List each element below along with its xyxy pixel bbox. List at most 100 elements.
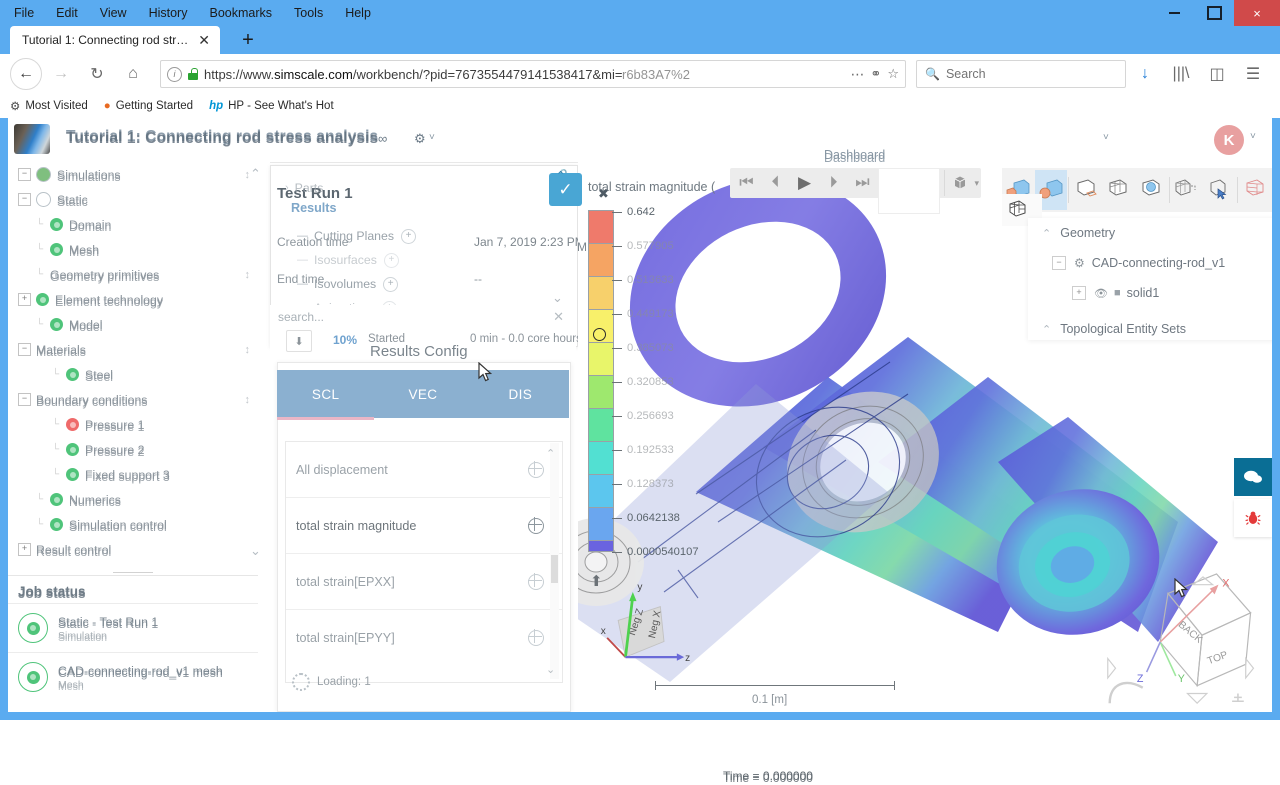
list-scroll-up-icon[interactable]: ⌃ [546, 448, 556, 460]
tree-item-action-icon[interactable]: ↕ [244, 268, 251, 281]
add-icon[interactable]: + [400, 228, 416, 244]
grid-cube-button[interactable] [1002, 194, 1035, 226]
first-frame-button[interactable]: ⏮ [739, 174, 754, 191]
search-row[interactable]: search... ✕ [270, 305, 576, 332]
share-icon[interactable]: ∞ [378, 131, 388, 146]
results-label[interactable]: Results [291, 201, 337, 215]
list-scroll-down-icon[interactable]: ⌄ [546, 664, 556, 676]
maximize-button[interactable] [1194, 0, 1234, 26]
download-button[interactable]: ⬇ [286, 330, 312, 352]
tab-scl[interactable]: SCL [311, 386, 340, 402]
globe-icon[interactable] [527, 461, 544, 478]
back-icon[interactable]: ← [10, 58, 42, 90]
view-cube-icon[interactable] [946, 169, 975, 197]
tree-item-action-icon[interactable]: ↕ [244, 343, 251, 356]
collapse-icon[interactable]: − [18, 168, 31, 181]
previous-frame-button[interactable]: ⏴ [771, 174, 780, 191]
tree-item[interactable]: └ Steel Steel [8, 362, 258, 387]
tree-item[interactable]: └ Pressure 2 Pressure 2 [8, 437, 258, 462]
expand-expander[interactable]: + [1072, 286, 1086, 300]
bookmark-most-visited[interactable]: ⚙ Most Visited [10, 99, 88, 113]
menu-bookmarks[interactable]: Bookmarks [209, 6, 273, 20]
list-item[interactable]: total strain magnitude [286, 498, 562, 554]
bookmark-star-icon[interactable]: ☆ [887, 66, 899, 81]
collapse-icon[interactable]: − [18, 193, 31, 206]
tree-item[interactable]: └ Model Model [8, 312, 258, 337]
surface-button[interactable] [1070, 170, 1103, 210]
field-visible-checkbox[interactable]: ✓ [549, 173, 582, 206]
reload-icon[interactable]: ↻ [90, 66, 104, 83]
report-bug-button[interactable] [1234, 499, 1272, 537]
tree-item[interactable]: └ Domain Domain [8, 212, 258, 237]
axis-triad[interactable]: Neg Z Neg X x y z [598, 570, 708, 680]
list-item[interactable]: total strain[EPXX] [286, 554, 562, 610]
wireframe-button[interactable] [1239, 170, 1272, 210]
pocket-icon[interactable]: ⚭ [870, 66, 882, 81]
section-geometry[interactable]: ⌃ Geometry [1028, 218, 1280, 248]
home-orientation-icon[interactable]: ⬆ [590, 573, 603, 590]
tree-item[interactable]: + Element technology Element technology [8, 287, 258, 312]
next-frame-button[interactable]: ⏵ [829, 174, 838, 191]
menu-file[interactable]: File [14, 6, 35, 20]
expand-icon[interactable]: + [18, 543, 31, 556]
bookmark-hp[interactable]: hp HP - See What's Hot [209, 100, 334, 112]
collapse-expander[interactable]: − [1052, 256, 1066, 270]
overlay-row-cutting-planes[interactable]: ― Cutting Planes + [277, 224, 577, 248]
tree-item[interactable]: └ Mesh Mesh [8, 237, 258, 262]
add-icon[interactable]: + [383, 276, 399, 292]
tree-item[interactable]: + Result control Result control [8, 537, 258, 562]
tree-item[interactable]: − Boundary conditions Boundary conditions ↕ [8, 387, 258, 412]
nav-dashboard[interactable]: Dashboard Dashboard [824, 148, 1280, 165]
points-button[interactable] [1135, 170, 1168, 210]
browser-tab-active[interactable]: Tutorial 1: Connecting rod stress an ✕ [10, 26, 220, 54]
job-row[interactable]: CAD-connecting-rod_v1 mesh CAD-connectin… [8, 652, 258, 701]
legend-collapse-icon[interactable]: ⌃ [556, 170, 566, 182]
tree-item[interactable]: └ Numerics Numerics [8, 487, 258, 512]
library-icon[interactable]: |||\ [1172, 65, 1190, 82]
globe-icon[interactable] [527, 517, 544, 534]
overlay-row-isovolumes[interactable]: ― Isovolumes + [277, 272, 577, 296]
expand-icon[interactable]: + [18, 293, 31, 306]
downloads-icon[interactable]: ↓ [1141, 65, 1149, 82]
tree-scroll-up-icon[interactable]: ⌃ [250, 166, 261, 181]
panel-chevron-down-icon[interactable]: ⌄ [552, 290, 563, 305]
tree-item[interactable]: − Simulations Simulations ↕ [8, 162, 258, 187]
tab-close-icon[interactable]: ✕ [198, 32, 210, 48]
geometry-item-cad[interactable]: − ⚙ CAD-connecting-rod_v1 [1028, 248, 1280, 278]
menu-edit[interactable]: Edit [56, 6, 78, 20]
list-item[interactable]: All displacement [286, 442, 562, 498]
page-info-icon[interactable]: i [167, 66, 182, 82]
list-item[interactable]: total strain[EPYY] [286, 610, 562, 665]
menu-help[interactable]: Help [345, 6, 371, 20]
tree-item-action-icon[interactable]: ↕ [244, 393, 251, 406]
chevron-down-icon[interactable]: ˅ [429, 132, 435, 143]
new-tab-button[interactable]: + [242, 28, 254, 51]
tree-item[interactable]: └ Geometry primitives Geometry primitives ↕ [8, 262, 258, 287]
overlay-row-parts[interactable]: › Parts [277, 176, 577, 200]
close-button[interactable]: × [1234, 0, 1280, 26]
minimize-button[interactable] [1154, 0, 1194, 26]
shaded-button[interactable] [1034, 170, 1068, 210]
section-topological-entity-sets[interactable]: ⌃ Topological Entity Sets [1028, 314, 1280, 344]
menu-view[interactable]: View [99, 6, 127, 20]
hamburger-menu-icon[interactable]: ☰ [1245, 66, 1261, 83]
url-bar[interactable]: i https://www.simscale.com/workbench/?pi… [160, 60, 906, 88]
add-icon[interactable]: + [383, 252, 399, 268]
legend-value-marker[interactable] [593, 328, 606, 341]
tree-item[interactable]: └ Pressure 1 Pressure 1 [8, 412, 258, 437]
avatar[interactable]: K [1214, 125, 1244, 155]
account-chevron-down-icon[interactable]: ˅ [1250, 131, 1256, 142]
tree-item[interactable]: − Static Static [8, 187, 258, 212]
home-icon[interactable]: ⌂ [128, 65, 138, 82]
gear-icon[interactable]: ⚙ [414, 131, 426, 146]
tree-item-action-icon[interactable]: ↕ [244, 168, 251, 181]
collapse-icon[interactable]: − [18, 343, 31, 356]
globe-icon[interactable] [527, 573, 544, 590]
tree-item[interactable]: − Materials Materials ↕ [8, 337, 258, 362]
list-scrollbar-thumb[interactable] [551, 555, 558, 583]
simscale-logo[interactable] [14, 124, 50, 154]
page-actions-icon[interactable]: ⋯ [850, 65, 865, 82]
tree-item[interactable]: └ Simulation control Simulation control [8, 512, 258, 537]
last-frame-button[interactable]: ⏭ [855, 174, 870, 191]
play-button[interactable]: ▶ [797, 173, 812, 192]
